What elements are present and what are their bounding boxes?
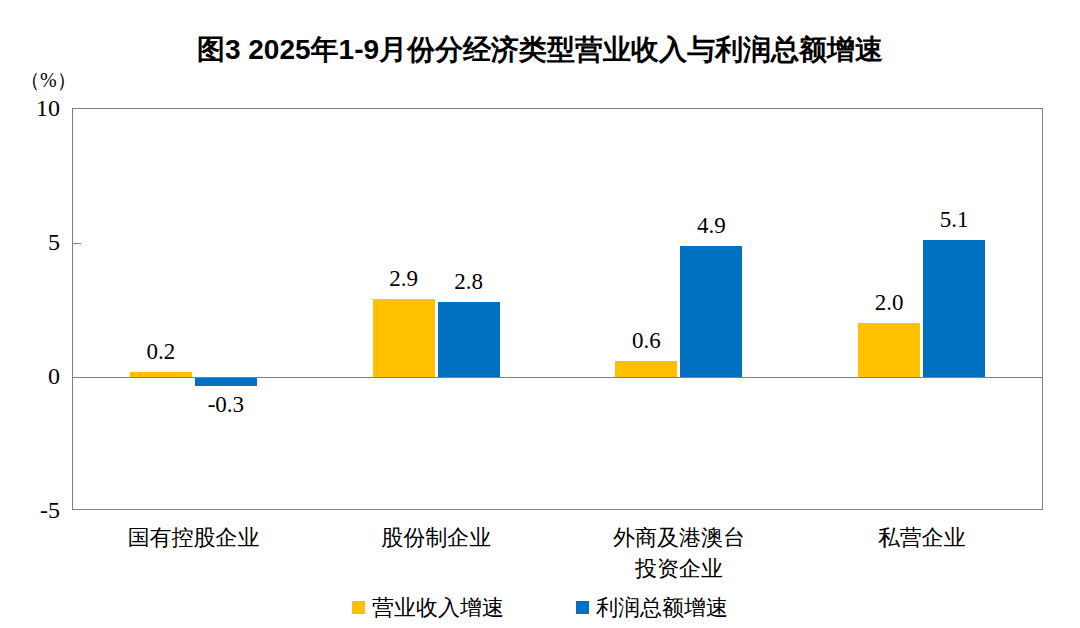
bar (130, 372, 192, 377)
legend-label: 利润总额增速 (596, 593, 728, 622)
bar (195, 378, 257, 386)
y-axis-tick-label: 5 (10, 228, 60, 256)
bar-value-label: 4.9 (666, 212, 756, 240)
bar-value-label: 5.1 (909, 206, 999, 234)
bar (858, 323, 920, 377)
legend-swatch (576, 601, 589, 614)
bar-value-label: 0.6 (601, 327, 691, 355)
bar-value-label: 2.0 (844, 289, 934, 317)
chart-legend: 营业收入增速 利润总额增速 (0, 593, 1080, 622)
y-axis-tick-label: 10 (10, 94, 60, 122)
bar-value-label: 0.2 (116, 338, 206, 366)
legend-item: 营业收入增速 (352, 593, 504, 622)
y-axis-tick-mark (73, 243, 81, 244)
bar-value-label: -0.3 (181, 391, 271, 419)
x-axis-category-label: 私营企业 (797, 522, 1047, 553)
legend-label: 营业收入增速 (372, 593, 504, 622)
chart-title: 图3 2025年1-9月份分经济类型营业收入与利润总额增速 (0, 34, 1080, 66)
bar (373, 299, 435, 377)
chart-canvas: 图3 2025年1-9月份分经济类型营业收入与利润总额增速 （%） 营业收入增速… (0, 0, 1080, 628)
x-axis-category-label: 国有控股企业 (68, 522, 318, 553)
x-axis-category-label: 股份制企业 (311, 522, 561, 553)
y-axis-tick-label: 0 (10, 362, 60, 390)
x-axis-category-label: 外商及港澳台 投资企业 (554, 522, 804, 584)
bar (615, 361, 677, 377)
bar (438, 302, 500, 377)
y-axis-unit-label: （%） (20, 68, 77, 92)
y-axis-tick-label: -5 (10, 496, 60, 524)
bar-value-label: 2.8 (424, 268, 514, 296)
legend-item: 利润总额增速 (576, 593, 728, 622)
bar (680, 246, 742, 377)
legend-swatch (352, 601, 365, 614)
